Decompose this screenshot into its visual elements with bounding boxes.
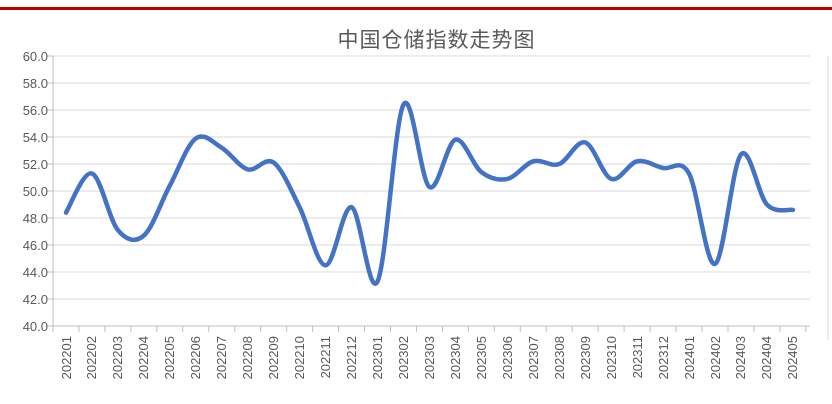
- x-axis-tick-label: 202211: [318, 336, 334, 379]
- x-axis-tick-label: 202209: [266, 336, 282, 380]
- x-axis-tick-label: 202307: [525, 336, 541, 380]
- y-axis-tick-label: 60.0: [22, 48, 48, 64]
- y-axis-tick-label: 46.0: [22, 237, 48, 253]
- x-axis-tick-label: 202206: [188, 336, 204, 380]
- index-trend-line: [63, 100, 796, 286]
- x-axis-tick-label: 202208: [240, 336, 256, 380]
- x-axis-tick-label: 202207: [214, 336, 230, 380]
- y-axis-tick-label: 50.0: [22, 183, 48, 199]
- x-axis-tick-label: 202309: [577, 336, 593, 380]
- red-top-rule: [0, 7, 832, 10]
- x-axis-tick-label: 202301: [370, 336, 386, 380]
- x-axis-tick-label: 202201: [58, 336, 74, 380]
- y-axis-tick-label: 56.0: [22, 102, 48, 118]
- x-axis-tick-label: 202403: [733, 336, 749, 380]
- x-axis-tick-label: 202401: [681, 336, 697, 380]
- x-axis-tick-label: 202202: [84, 336, 100, 380]
- x-axis-tick-label: 202212: [344, 336, 360, 380]
- y-axis-tick-label: 44.0: [22, 264, 48, 280]
- x-axis-tick-label: 202308: [551, 336, 567, 380]
- x-axis-tick-label: 202402: [707, 336, 723, 380]
- x-axis-tick-label: 202306: [499, 336, 515, 380]
- x-axis-tick-label: 202204: [136, 336, 152, 380]
- x-axis-tick-label: 202203: [110, 336, 126, 380]
- x-axis-tick-label: 202304: [447, 336, 463, 380]
- y-axis-tick-label: 48.0: [22, 210, 48, 226]
- x-axis-tick-label: 202303: [421, 336, 437, 380]
- x-axis-tick-label: 202210: [292, 336, 308, 380]
- x-axis-tick-label: 202205: [162, 336, 178, 380]
- chart-title: 中国仓储指数走势图: [337, 28, 536, 52]
- x-axis-tick-label: 202404: [759, 336, 775, 380]
- y-axis-tick-label: 42.0: [22, 291, 48, 307]
- y-axis-tick-label: 54.0: [22, 129, 48, 145]
- x-axis-tick-label: 202305: [473, 336, 489, 380]
- y-axis-tick-label: 52.0: [22, 156, 48, 172]
- y-axis-tick-label: 40.0: [22, 318, 48, 334]
- y-axis-tick-label: 58.0: [22, 75, 48, 91]
- x-axis-tick-label: 202311: [629, 336, 645, 379]
- x-axis-tick-label: 202302: [395, 336, 411, 380]
- x-axis-tick-label: 202405: [785, 336, 801, 380]
- x-axis-tick-label: 202310: [603, 336, 619, 380]
- x-axis-tick-label: 202312: [655, 336, 671, 380]
